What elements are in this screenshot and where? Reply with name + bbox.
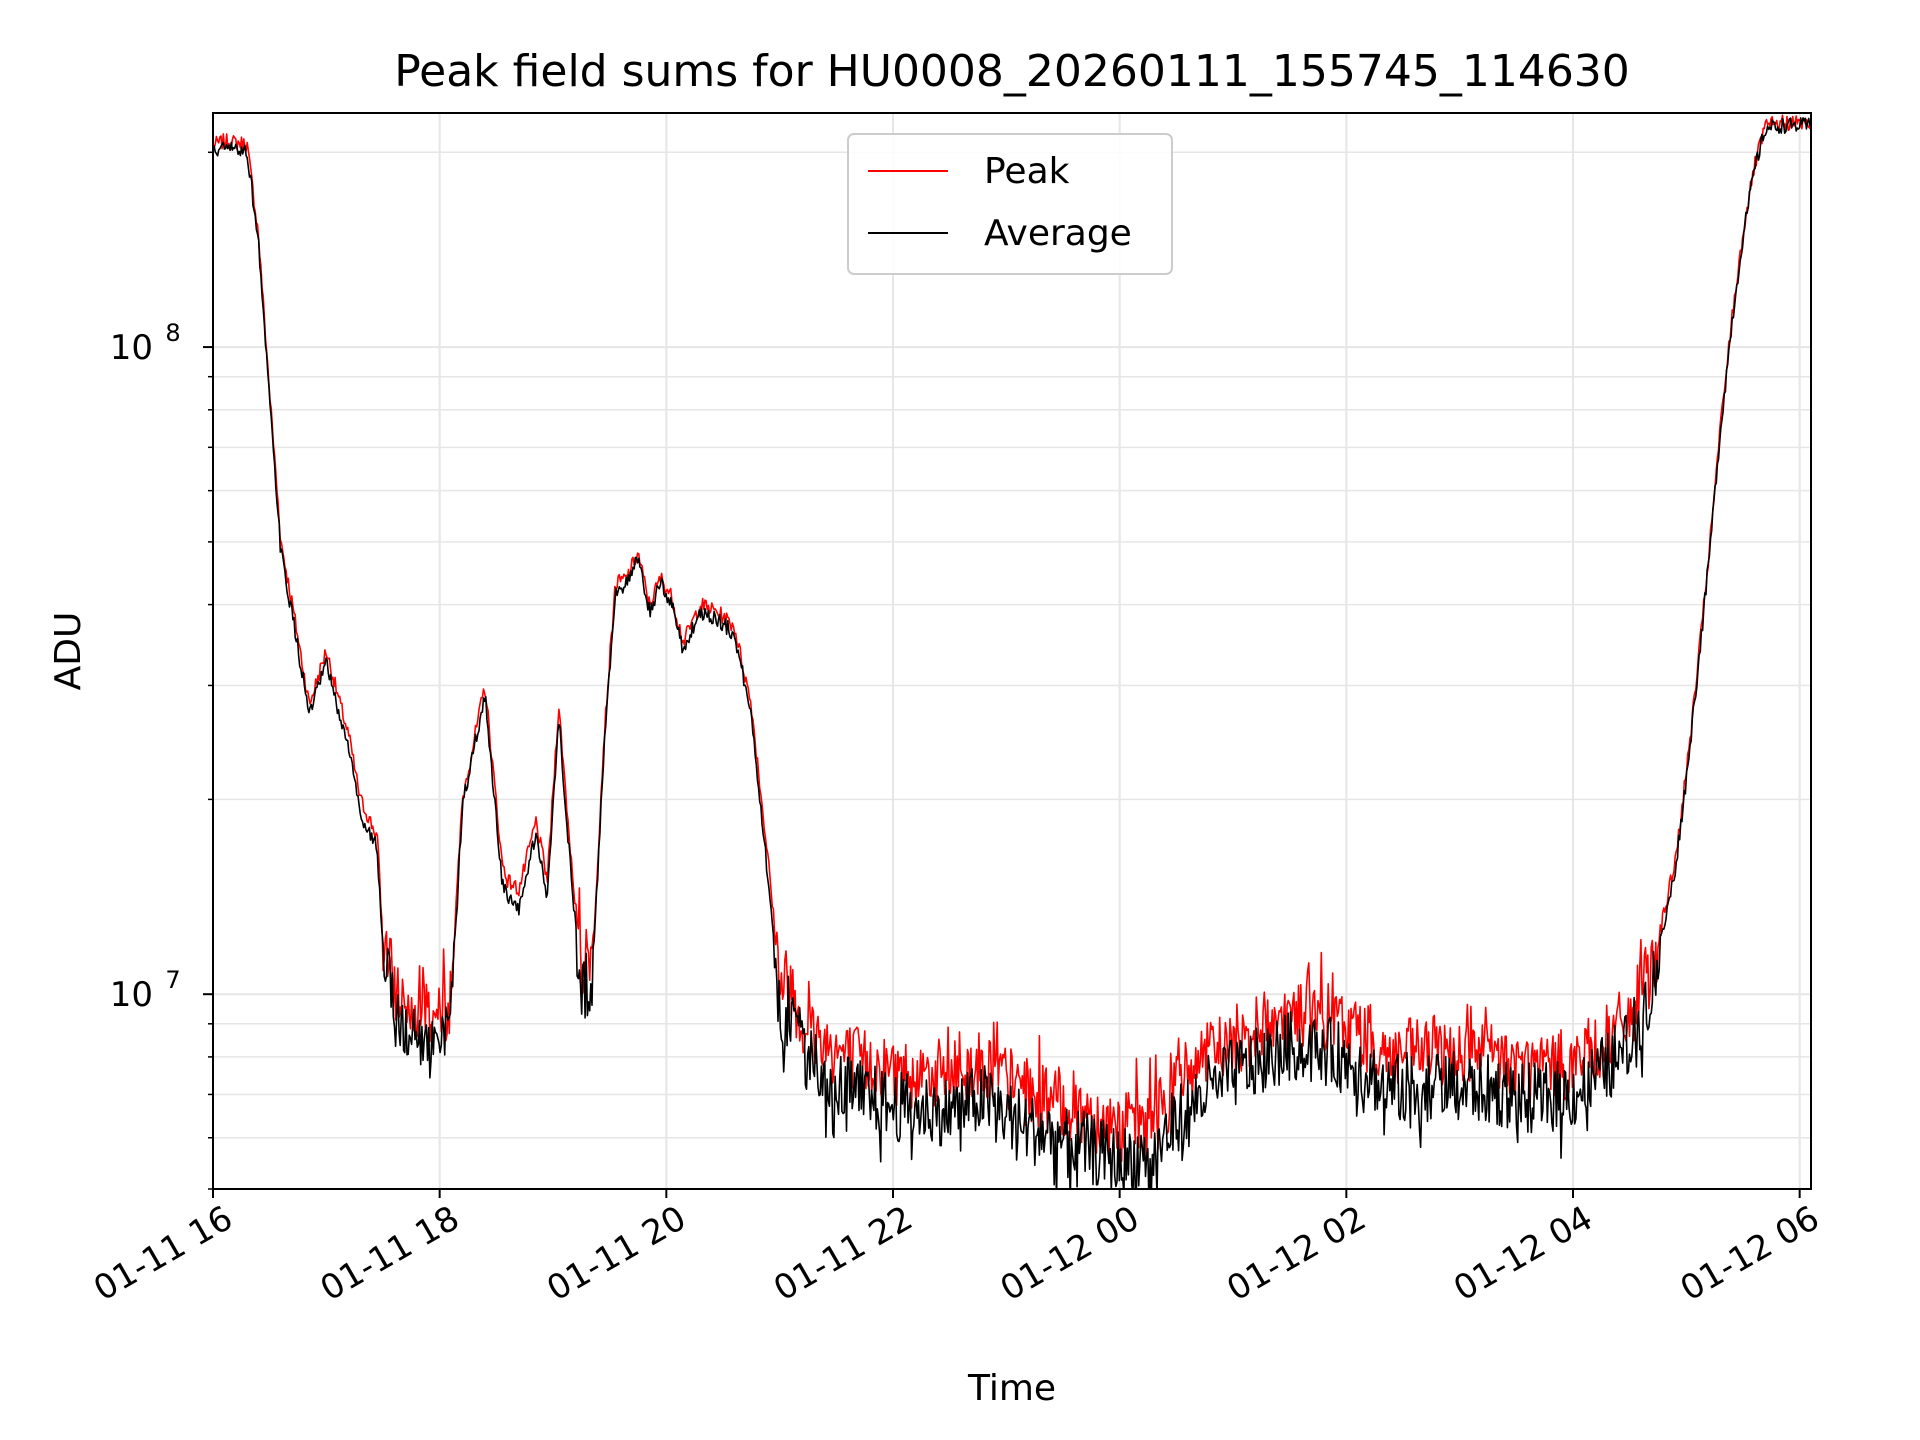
legend-peak-label: Peak: [984, 151, 1070, 192]
plot-frame: [212, 112, 1812, 1190]
legend-box: [847, 133, 1173, 275]
y-axis-label: ADU: [48, 612, 89, 691]
y-tick-exponent: 7: [165, 966, 180, 994]
y-tick-label: 10: [110, 328, 153, 368]
y-tick-exponent: 8: [165, 319, 180, 347]
series-layer: [213, 114, 1811, 1189]
chart-title: Peak field sums for HU0008_20260111_1557…: [394, 46, 1630, 97]
y-tick-label: 10: [110, 975, 153, 1015]
x-axis-label: Time: [967, 1368, 1056, 1409]
legend-average-label: Average: [984, 213, 1132, 254]
series-average-line: [213, 117, 1811, 1189]
series-peak-line: [213, 114, 1811, 1162]
y-axis: 10 7 10 8: [110, 151, 213, 1190]
legend: Peak Average: [847, 133, 1173, 275]
